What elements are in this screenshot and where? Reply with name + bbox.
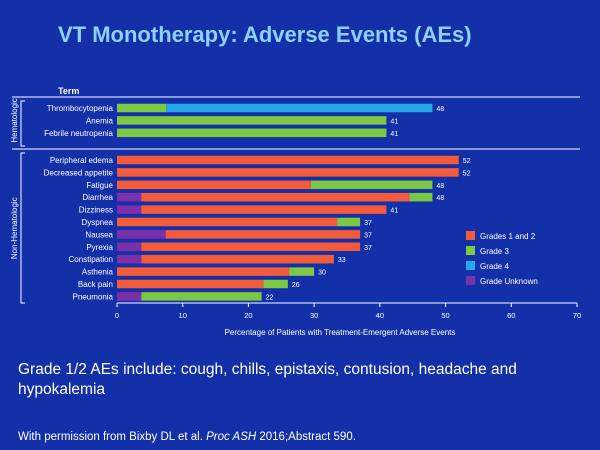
term-label-constipation: Constipation: [69, 255, 113, 264]
x-tick-label-60: 60: [507, 311, 515, 320]
value-label-dizziness: 41: [390, 208, 398, 215]
bar-segment-febrile-neutropenia-grade-3: [117, 128, 387, 138]
bar-segment-back-pain-grade-3: [263, 279, 288, 289]
ae-stacked-bar-chart: Term Thrombocytopenia 48 Anemia 41 Febrile n…: [10, 86, 581, 337]
bar-segment-constipation-grades-1-and-2: [141, 254, 334, 264]
bar-segment-dizziness-grades-1-and-2: [141, 205, 387, 214]
column-header: Term: [58, 86, 79, 96]
term-label-back-pain: Back pain: [78, 280, 113, 289]
legend-label-grade-3: Grade 3: [480, 247, 509, 256]
value-label-back-pain: 26: [292, 282, 300, 289]
bar-segment-diarrhea-grade-3: [409, 192, 433, 202]
group-label-non-hematologic: Non-Hematologic: [10, 197, 19, 259]
citation-suffix: 2016;Abstract 590.: [256, 431, 356, 443]
term-label-anemia: Anemia: [86, 116, 114, 125]
group-bracket-non-hematologic: [20, 152, 25, 304]
legend: Grades 1 and 2 Grade 3 Grade 4 Grade Unknow…: [466, 231, 538, 286]
bar-segment-back-pain-grades-1-and-2: [117, 279, 264, 289]
bars-layer: Thrombocytopenia 48 Anemia 41 Febrile neutro…: [44, 103, 471, 301]
bar-segment-anemia-grade-3: [117, 116, 387, 125]
term-label-fatigue: Fatigue: [86, 181, 113, 190]
value-label-pyrexia: 37: [364, 245, 372, 252]
value-label-febrile-neutropenia: 41: [390, 131, 398, 138]
value-label-dyspnea: 37: [364, 220, 372, 227]
value-label-fatigue: 48: [436, 183, 444, 190]
bar-segment-nausea-grade-unknown: [117, 230, 166, 239]
x-tick-label-10: 10: [179, 311, 187, 320]
x-tick-label-20: 20: [244, 311, 252, 320]
bar-segment-nausea-grades-1-and-2: [165, 230, 361, 239]
value-label-decreased-appetite: 52: [463, 170, 471, 177]
term-label-asthenia: Asthenia: [82, 268, 114, 277]
bar-segment-fatigue-grade-3: [310, 180, 433, 190]
citation-prefix: With permission from Bixby DL et al.: [18, 431, 207, 443]
term-label-pyrexia: Pyrexia: [86, 243, 113, 252]
x-tick-label-0: 0: [115, 311, 119, 320]
legend-label-grades-1-and-2: Grades 1 and 2: [480, 232, 536, 241]
term-label-peripheral-edema: Peripheral edema: [50, 156, 114, 165]
bar-segment-pyrexia-grade-unknown: [117, 242, 142, 252]
group-bracket-hematologic: [20, 100, 25, 147]
group-label-hematologic: Hematologic: [10, 98, 19, 142]
bar-segment-thrombocytopenia-grade-4: [166, 103, 433, 113]
term-label-decreased-appetite: Decreased appetite: [44, 168, 114, 177]
bar-segment-thrombocytopenia-grade-3: [117, 103, 167, 113]
legend-swatch-grade-4: [466, 261, 475, 270]
value-label-thrombocytopenia: 48: [436, 106, 444, 113]
footnote-grade-1-2: Grade 1/2 AEs include: cough, chills, ep…: [18, 361, 517, 398]
legend-swatch-grades-1-and-2: [466, 231, 475, 240]
bar-segment-dyspnea-grades-1-and-2: [117, 217, 338, 227]
term-label-pneumonia: Pneumonia: [73, 292, 114, 301]
bar-segment-pneumonia-grade-unknown: [117, 292, 142, 301]
bar-segment-decreased-appetite-grades-1-and-2: [117, 168, 459, 177]
term-label-dyspnea: Dyspnea: [81, 218, 113, 227]
bar-segment-peripheral-edema-grades-1-and-2: [117, 155, 459, 165]
x-tick-label-50: 50: [441, 311, 449, 320]
bar-segment-diarrhea-grade-unknown: [117, 192, 142, 202]
legend-swatch-grade-3: [466, 246, 475, 255]
legend-swatch-grade-unknown: [466, 276, 475, 285]
bar-segment-constipation-grade-unknown: [117, 254, 142, 264]
value-label-nausea: 37: [364, 232, 372, 239]
group-labels-layer: Hematologic Non-Hematologic: [10, 98, 25, 304]
slide-title: VT Monotherapy: Adverse Events (AEs): [58, 22, 472, 47]
term-label-nausea: Nausea: [85, 230, 113, 239]
bar-segment-asthenia-grades-1-and-2: [117, 267, 290, 276]
x-axis-title: Percentage of Patients with Treatment-Em…: [225, 328, 456, 337]
term-label-thrombocytopenia: Thrombocytopenia: [47, 104, 114, 113]
citation-journal: Proc ASH: [206, 431, 257, 443]
bar-segment-fatigue-grades-1-and-2: [117, 180, 311, 190]
bar-segment-asthenia-grade-3: [289, 267, 315, 276]
value-label-anemia: 41: [390, 118, 398, 125]
bar-segment-pyrexia-grades-1-and-2: [141, 242, 361, 252]
term-label-febrile-neutropenia: Febrile neutropenia: [44, 129, 113, 138]
value-label-diarrhea: 48: [436, 195, 444, 202]
legend-label-grade-unknown: Grade Unknown: [480, 277, 538, 286]
citation: With permission from Bixby DL et al. Pro…: [18, 431, 356, 443]
bar-segment-dyspnea-grade-3: [337, 217, 361, 227]
value-label-constipation: 33: [338, 257, 346, 264]
bar-segment-pneumonia-grade-3: [141, 292, 262, 301]
x-tick-label-40: 40: [376, 311, 384, 320]
x-tick-label-30: 30: [310, 311, 318, 320]
value-label-peripheral-edema: 52: [463, 158, 471, 165]
bar-segment-diarrhea-grades-1-and-2: [141, 192, 410, 202]
value-label-pneumonia: 22: [266, 294, 274, 301]
x-tick-label-70: 70: [573, 311, 581, 320]
legend-label-grade-4: Grade 4: [480, 262, 509, 271]
term-label-diarrhea: Diarrhea: [82, 193, 113, 202]
term-label-dizziness: Dizziness: [79, 206, 113, 215]
bar-segment-dizziness-grade-unknown: [117, 205, 142, 214]
value-label-asthenia: 30: [318, 270, 326, 277]
x-axis: 0 10 20 30 40 50 60 70: [115, 302, 581, 320]
